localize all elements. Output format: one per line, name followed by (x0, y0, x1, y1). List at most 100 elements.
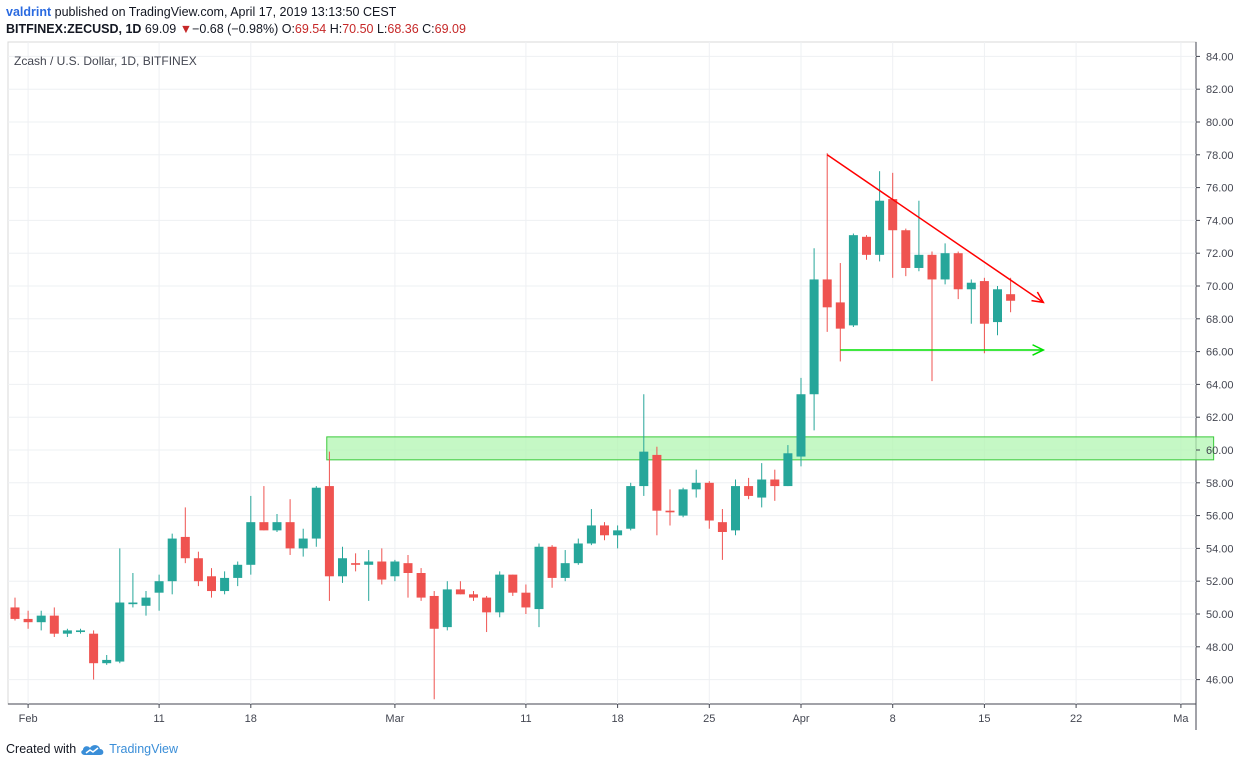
bullish-candle (102, 655, 112, 665)
y-tick-label: 70.00 (1206, 281, 1234, 293)
bearish-candle (89, 630, 99, 680)
candle-body (10, 607, 20, 619)
candle-body (600, 525, 609, 536)
x-tick-label: 15 (978, 713, 990, 725)
low-label: L: (376, 22, 388, 36)
candle-body (691, 482, 701, 490)
high-label: H: (329, 22, 343, 36)
footer: Created with TradingView (6, 742, 178, 756)
publish-line: valdrint published on TradingView.com, A… (6, 4, 466, 21)
bearish-candle (455, 581, 465, 595)
candle-body (678, 489, 688, 516)
candle-body (953, 253, 963, 290)
candle-body (993, 289, 1002, 323)
candles-layer (10, 153, 1016, 700)
bearish-candle (521, 584, 531, 614)
bearish-candle (953, 251, 963, 300)
candle-body (469, 594, 478, 598)
candle-body (704, 482, 714, 521)
candle-body (586, 525, 596, 544)
high-value: 70.50 (342, 22, 374, 36)
candle-body (259, 522, 269, 531)
bullish-candle (364, 550, 374, 601)
candle-body (311, 487, 321, 539)
y-tick-label: 58.00 (1206, 478, 1234, 490)
candle-body (665, 510, 675, 513)
bullish-candle (875, 171, 885, 262)
open-value: 69.54 (294, 22, 327, 36)
tradingview-brand[interactable]: TradingView (109, 742, 178, 756)
bearish-candle (547, 545, 557, 588)
bullish-candle (678, 487, 688, 518)
bearish-candle (207, 568, 216, 598)
candle-body (639, 451, 649, 487)
last-price: 69.09 (144, 22, 177, 36)
candle-body (36, 615, 46, 623)
bearish-candle (652, 446, 662, 536)
resistance-trend-line (826, 154, 1044, 304)
bullish-candle (613, 525, 623, 549)
bullish-candle (115, 548, 125, 664)
bullish-candle (966, 279, 976, 324)
x-tick-label: 8 (890, 713, 896, 725)
x-tick-label: 18 (245, 713, 257, 725)
tradingview-cloud-icon (81, 745, 104, 755)
candle-body (285, 522, 295, 549)
candle-body (154, 581, 164, 593)
support-zone-rect (326, 436, 1215, 461)
bearish-candle (469, 591, 478, 601)
candle-body (626, 486, 636, 529)
candle-body (207, 576, 216, 592)
bearish-candle (717, 509, 727, 560)
price-change: −0.68 (−0.98%) (192, 22, 279, 36)
bearish-candle (927, 251, 937, 382)
candle-body (193, 558, 203, 582)
bearish-candle (193, 551, 203, 587)
bullish-candle (141, 591, 151, 616)
candle-body (757, 479, 767, 498)
bearish-candle (665, 489, 675, 526)
resistance-trend-line-arrowhead (1031, 291, 1045, 304)
bearish-candle (429, 591, 439, 700)
candle-body (482, 597, 492, 613)
x-tick-label: 11 (520, 713, 531, 725)
candle-body (167, 538, 177, 582)
candle-body (442, 589, 452, 628)
bullish-candle (731, 479, 740, 536)
y-tick-label: 64.00 (1206, 379, 1234, 391)
chart-header: valdrint published on TradingView.com, A… (6, 4, 466, 38)
bearish-candle (285, 499, 295, 555)
candle-body (560, 563, 570, 578)
bearish-candle (704, 481, 714, 529)
bullish-candle (573, 538, 583, 565)
bullish-candle (914, 200, 924, 272)
bearish-candle (403, 554, 413, 598)
candle-body (246, 522, 256, 565)
candle-body (770, 479, 780, 487)
bullish-candle (757, 463, 767, 508)
bullish-candle (848, 233, 858, 327)
bullish-candle (691, 469, 701, 498)
bullish-candle (560, 550, 570, 582)
bullish-candle (809, 248, 819, 431)
candle-body (89, 633, 99, 664)
bullish-candle (128, 573, 138, 608)
candle-body (495, 574, 505, 613)
x-tick-label: 18 (611, 713, 623, 725)
symbol-label: BITFINEX:ZECUSD, 1D (6, 22, 142, 36)
candle-body (455, 589, 465, 595)
y-tick-label: 50.00 (1206, 609, 1234, 621)
author-name[interactable]: valdrint (6, 5, 52, 19)
bullish-candle (390, 559, 400, 582)
bullish-candle (993, 286, 1002, 336)
candle-body (508, 574, 518, 593)
created-with-label: Created with (6, 742, 77, 756)
candle-body (390, 561, 400, 577)
candle-body (914, 254, 924, 268)
candle-body (364, 561, 374, 565)
candle-body (324, 486, 334, 577)
x-tick-label: Ma (1173, 713, 1189, 725)
x-tick-label: 25 (703, 713, 715, 725)
bearish-candle (324, 451, 334, 601)
